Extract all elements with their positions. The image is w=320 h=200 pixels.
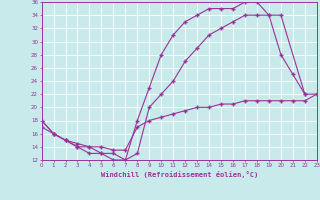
X-axis label: Windchill (Refroidissement éolien,°C): Windchill (Refroidissement éolien,°C)	[100, 171, 258, 178]
